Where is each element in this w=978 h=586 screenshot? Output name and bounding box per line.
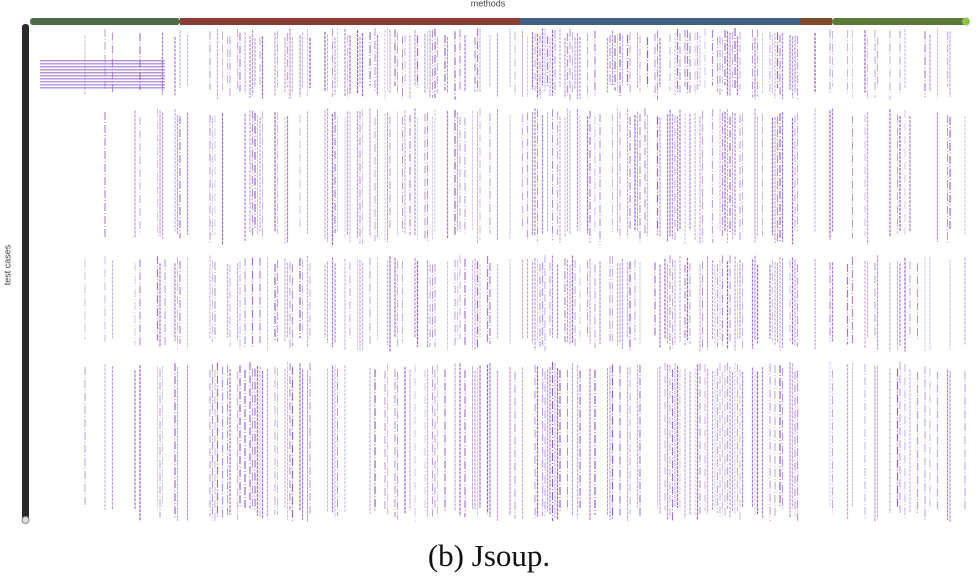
coverage-row [40,60,165,62]
bar-end [962,17,970,26]
coverage-row [40,75,165,77]
coverage-row [40,66,165,68]
caption: (b) Jsoup. [427,538,551,573]
test-bar [21,24,30,524]
coverage-row [40,84,165,86]
coverage-row [40,72,165,74]
bar-segment [180,18,520,25]
x-axis-label: methods [471,0,506,8]
method-bar [30,17,970,26]
bar-end [21,516,30,524]
bar-segment [30,18,180,25]
coverage-row [40,63,165,65]
y-axis-label: test cases [2,244,12,285]
coverage-row [40,78,165,80]
coverage-row [40,69,165,71]
bar-segment [520,18,800,25]
coverage-row [40,81,165,83]
bar-segment [22,24,29,522]
bar-segment [832,18,968,25]
coverage-row [40,87,165,89]
bar-segment [800,18,832,25]
coverage-matrix [40,28,966,522]
matrix-figure: methods test cases [2,0,970,524]
